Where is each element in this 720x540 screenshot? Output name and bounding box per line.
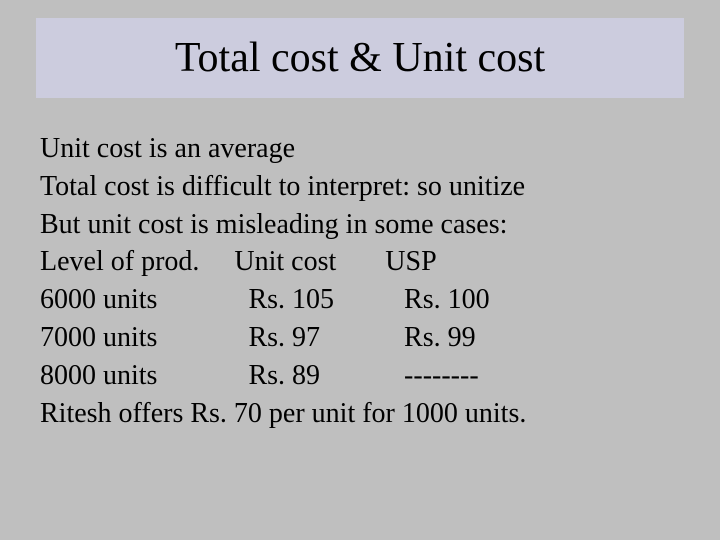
body-line: Total cost is difficult to interpret: so… <box>40 168 680 206</box>
cell: Rs. 100 <box>404 284 490 315</box>
table-header: Level of prod. Unit cost USP <box>40 243 680 281</box>
table-row: 7000 units Rs. 97 Rs. 99 <box>40 319 680 357</box>
table-row: 6000 units Rs. 105 Rs. 100 <box>40 281 680 319</box>
slide-title: Total cost & Unit cost <box>175 34 545 82</box>
body-line: Ritesh offers Rs. 70 per unit for 1000 u… <box>40 395 680 433</box>
cell: 8000 units <box>40 360 157 391</box>
cell: 7000 units <box>40 322 157 353</box>
cell: Rs. 97 <box>248 322 320 353</box>
body-content: Unit cost is an average Total cost is di… <box>40 130 680 432</box>
body-line: But unit cost is misleading in some case… <box>40 206 680 244</box>
body-line: Unit cost is an average <box>40 130 680 168</box>
cell: Rs. 99 <box>404 322 476 353</box>
col-header: Level of prod. <box>40 246 199 277</box>
cell: -------- <box>404 360 479 391</box>
title-box: Total cost & Unit cost <box>36 18 684 98</box>
col-header: Unit cost <box>234 246 336 277</box>
cell: Rs. 105 <box>248 284 334 315</box>
slide: Total cost & Unit cost Unit cost is an a… <box>0 0 720 540</box>
table-row: 8000 units Rs. 89 -------- <box>40 357 680 395</box>
cell: Rs. 89 <box>248 360 320 391</box>
cell: 6000 units <box>40 284 157 315</box>
col-header: USP <box>385 246 436 277</box>
